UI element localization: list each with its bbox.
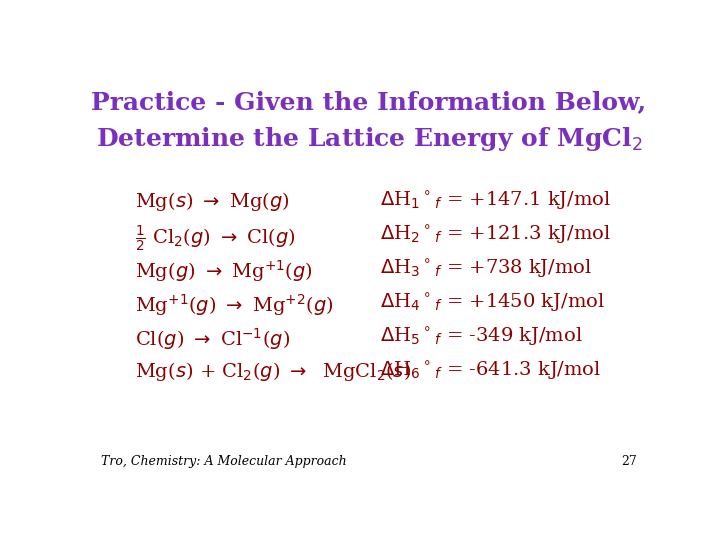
Text: $\Delta$H$_6$$^\circ$$_f$ = -641.3 kJ/mol: $\Delta$H$_6$$^\circ$$_f$ = -641.3 kJ/mo… [380,360,601,383]
Text: Mg($s$) + Cl$_2$($g$) $\rightarrow$  MgCl$_2$($s$): Mg($s$) + Cl$_2$($g$) $\rightarrow$ MgCl… [135,360,410,383]
Text: $\Delta$H$_1$$^\circ$$_f$ = +147.1 kJ/mol: $\Delta$H$_1$$^\circ$$_f$ = +147.1 kJ/mo… [380,190,611,213]
Text: 27: 27 [621,455,637,468]
Text: $\Delta$H$_3$$^\circ$$_f$ = +738 kJ/mol: $\Delta$H$_3$$^\circ$$_f$ = +738 kJ/mol [380,258,593,281]
Text: Practice - Given the Information Below,: Practice - Given the Information Below, [91,90,647,114]
Text: $\Delta$H$_2$$^\circ$$_f$ = +121.3 kJ/mol: $\Delta$H$_2$$^\circ$$_f$ = +121.3 kJ/mo… [380,224,611,247]
Text: Cl($g$) $\rightarrow$ Cl$^{-1}$($g$): Cl($g$) $\rightarrow$ Cl$^{-1}$($g$) [135,326,289,352]
Text: Mg$^{+1}$($g$) $\rightarrow$ Mg$^{+2}$($g$): Mg$^{+1}$($g$) $\rightarrow$ Mg$^{+2}$($… [135,292,333,318]
Text: $\Delta$H$_4$$^\circ$$_f$ = +1450 kJ/mol: $\Delta$H$_4$$^\circ$$_f$ = +1450 kJ/mol [380,292,605,315]
Text: Determine the Lattice Energy of MgCl$_2$: Determine the Lattice Energy of MgCl$_2$ [96,125,642,153]
Text: $\frac{1}{2}$ Cl$_2$($g$) $\rightarrow$ Cl($g$): $\frac{1}{2}$ Cl$_2$($g$) $\rightarrow$ … [135,224,296,254]
Text: $\Delta$H$_5$$^\circ$$_f$ = -349 kJ/mol: $\Delta$H$_5$$^\circ$$_f$ = -349 kJ/mol [380,326,583,349]
Text: Tro, Chemistry: A Molecular Approach: Tro, Chemistry: A Molecular Approach [101,455,347,468]
Text: Mg($s$) $\rightarrow$ Mg($g$): Mg($s$) $\rightarrow$ Mg($g$) [135,190,289,213]
Text: Mg($g$) $\rightarrow$ Mg$^{+1}$($g$): Mg($g$) $\rightarrow$ Mg$^{+1}$($g$) [135,258,312,284]
